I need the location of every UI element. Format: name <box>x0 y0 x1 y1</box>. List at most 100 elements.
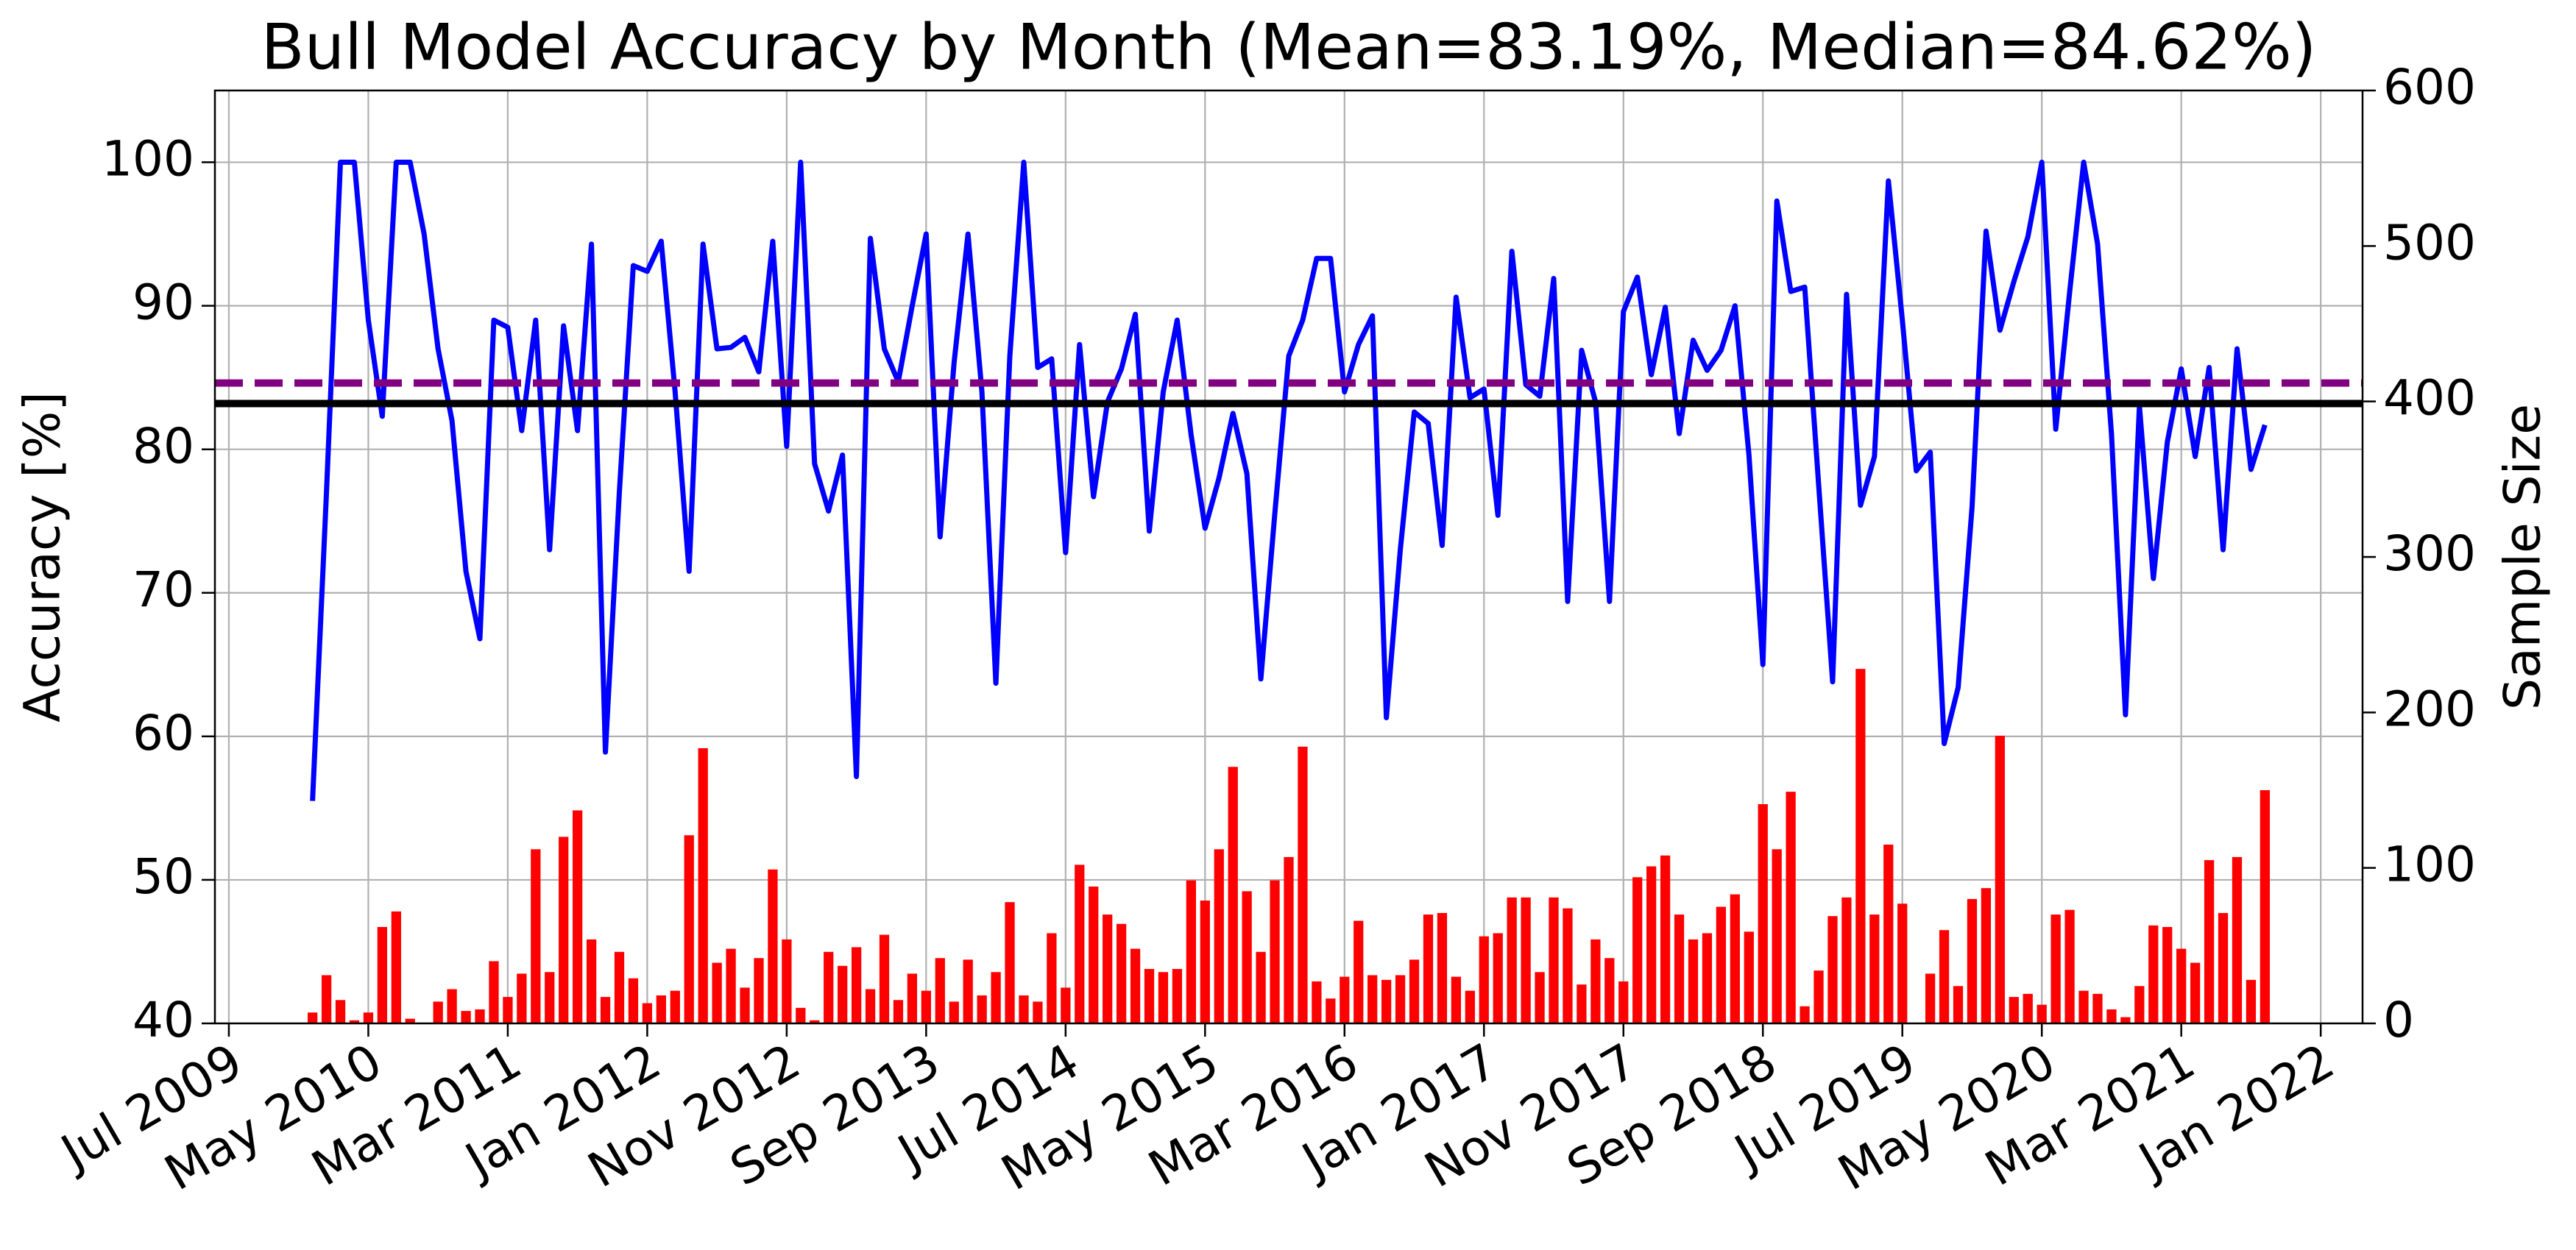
bar <box>754 958 764 1023</box>
bar <box>865 989 876 1023</box>
bar <box>949 1001 959 1023</box>
y2-tick-label: 300 <box>2383 525 2476 582</box>
bar <box>1841 897 1852 1023</box>
bar <box>1730 894 1740 1023</box>
bar <box>642 1003 653 1023</box>
y2-tick-label: 500 <box>2383 214 2476 271</box>
bar <box>851 947 862 1023</box>
bar <box>600 997 611 1023</box>
bar <box>433 1001 443 1023</box>
bar <box>2134 986 2145 1023</box>
bar <box>503 997 513 1023</box>
bar <box>963 959 973 1023</box>
bar <box>1493 933 1503 1023</box>
bar <box>1702 933 1713 1023</box>
bar <box>656 995 666 1023</box>
bar <box>1883 844 1894 1023</box>
bar <box>1855 669 1866 1023</box>
bar <box>977 995 987 1023</box>
bar <box>628 978 639 1023</box>
bar <box>1256 951 1266 1023</box>
bar <box>1451 976 1462 1023</box>
bar <box>2246 979 2257 1023</box>
bar <box>489 961 499 1023</box>
bar <box>1688 939 1699 1023</box>
bar <box>391 911 401 1023</box>
bar <box>1144 969 1155 1023</box>
bar <box>349 1020 360 1023</box>
bar <box>1116 923 1127 1023</box>
bar <box>1618 981 1629 1023</box>
bar <box>1214 849 1224 1023</box>
bar <box>2050 915 2061 1023</box>
bar <box>1047 933 1057 1023</box>
bar <box>1437 912 1448 1023</box>
bar <box>1200 901 1210 1023</box>
bar <box>935 958 945 1023</box>
bar <box>1535 972 1545 1023</box>
bar <box>1312 981 1322 1023</box>
bar <box>1242 891 1252 1023</box>
bar <box>1284 856 1294 1023</box>
bar <box>1005 902 1015 1023</box>
bar <box>405 1018 415 1023</box>
bar <box>559 837 569 1023</box>
bar <box>726 948 736 1023</box>
bar <box>782 939 792 1023</box>
bar <box>740 987 750 1023</box>
bar <box>1521 897 1531 1023</box>
y2-tick-label: 600 <box>2383 59 2476 116</box>
bar <box>1130 948 1141 1023</box>
bar <box>2037 1004 2047 1023</box>
y-axis-label: Accuracy [%] <box>14 391 72 722</box>
bar <box>1409 959 1420 1023</box>
bar <box>1563 908 1573 1023</box>
bar <box>517 973 527 1023</box>
bar <box>308 1012 318 1023</box>
bar <box>335 1000 346 1023</box>
bar <box>921 990 931 1023</box>
bar <box>2064 909 2075 1023</box>
bar <box>810 1020 820 1023</box>
accuracy-line <box>310 160 2268 801</box>
bar <box>1632 877 1643 1023</box>
bar <box>2190 962 2201 1023</box>
y-tick-label: 100 <box>102 131 194 188</box>
y-tick-label: 90 <box>132 274 194 331</box>
bar <box>1758 804 1768 1023</box>
bar <box>2148 925 2159 1023</box>
bar <box>1298 746 1308 1023</box>
bar <box>670 990 680 1023</box>
bar <box>573 810 583 1023</box>
y2-tick-label: 200 <box>2383 681 2476 737</box>
bar <box>377 926 388 1023</box>
bar <box>1660 855 1671 1023</box>
plot-frame <box>213 89 2364 1025</box>
bar <box>1827 916 1838 1023</box>
bar <box>1089 887 1099 1023</box>
bar <box>1772 849 1782 1023</box>
bar <box>2078 990 2089 1023</box>
bar <box>1953 986 1964 1023</box>
bar <box>1354 920 1364 1023</box>
bar <box>1465 990 1475 1023</box>
bar <box>475 1009 485 1023</box>
bar <box>531 849 541 1023</box>
bar <box>2176 948 2187 1023</box>
bar <box>1075 864 1085 1023</box>
y2-tick-label: 400 <box>2383 370 2476 427</box>
bar <box>1061 987 1071 1023</box>
bar <box>796 1007 806 1023</box>
bar <box>1869 915 1880 1023</box>
bar <box>1604 958 1615 1023</box>
y-tick-label: 60 <box>132 705 194 761</box>
bar <box>1423 915 1434 1023</box>
y-tick-label: 40 <box>132 992 194 1048</box>
bar <box>1033 1001 1043 1023</box>
bar <box>2009 997 2019 1023</box>
bar <box>2106 1009 2117 1023</box>
bar <box>1507 897 1517 1023</box>
bar <box>614 951 625 1023</box>
bar <box>824 951 834 1023</box>
